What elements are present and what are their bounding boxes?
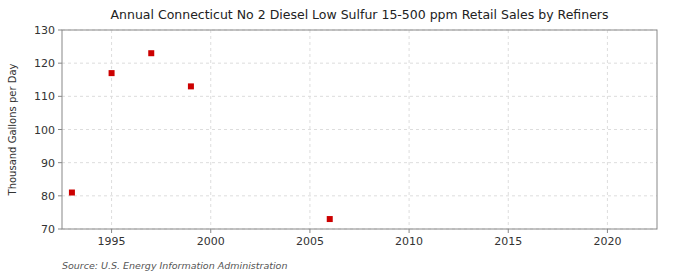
points [69, 50, 333, 222]
y-tick-label: 80 [41, 190, 55, 203]
y-tick-label: 90 [41, 157, 55, 170]
y-tick [58, 63, 62, 64]
y-tick-label: 70 [41, 223, 55, 236]
data-point [109, 70, 115, 76]
y-tick-label: 110 [34, 90, 55, 103]
chart-title: Annual Connecticut No 2 Diesel Low Sulfu… [110, 7, 608, 22]
source-note: Source: U.S. Energy Information Administ… [62, 260, 287, 271]
grid-line-x [409, 30, 410, 229]
y-tick [58, 229, 62, 230]
data-point [188, 83, 194, 89]
plot-frame [62, 30, 657, 229]
y-tick-label: 100 [34, 124, 55, 137]
y-tick [58, 96, 62, 97]
x-tick [210, 229, 211, 233]
chart: 1995 2000 2005 2010 2015 2020 70 80 90 100 110 120 1… [0, 0, 675, 275]
x-tick [508, 229, 509, 233]
x-tick [111, 229, 112, 233]
x-tick [607, 229, 608, 233]
grid-line-x [607, 30, 608, 229]
x-tick [409, 229, 410, 233]
y-tick [58, 129, 62, 130]
grid-line-y [62, 96, 657, 97]
grid-line-y [62, 129, 657, 130]
grid-line-y [62, 195, 657, 196]
x-tick-label: 2010 [395, 235, 423, 248]
y-tick [58, 30, 62, 31]
chart-container: 1995 2000 2005 2010 2015 2020 70 80 90 100 110 120 1… [0, 0, 675, 275]
x-tick-label: 2000 [197, 235, 225, 248]
grid-line-x [210, 30, 211, 229]
data-point [69, 190, 75, 196]
x-tick-label: 2020 [593, 235, 621, 248]
plot-area [62, 30, 657, 229]
y-tick-label: 130 [34, 24, 55, 37]
data-point [327, 216, 333, 222]
x-tick [309, 229, 310, 233]
x-tick-label: 1995 [98, 235, 126, 248]
y-tick [58, 195, 62, 196]
x-tick-label: 2005 [296, 235, 324, 248]
y-axis-label: Thousand Gallons per Day [7, 63, 18, 196]
grid-line-y [62, 63, 657, 64]
x-tick-label: 2015 [494, 235, 522, 248]
axes: 1995 2000 2005 2010 2015 2020 70 80 90 100 110 120 1… [34, 24, 621, 248]
y-tick [58, 162, 62, 163]
data-point [148, 50, 154, 56]
y-tick-label: 120 [34, 57, 55, 70]
grid-line-y [62, 162, 657, 163]
grid [62, 30, 657, 229]
